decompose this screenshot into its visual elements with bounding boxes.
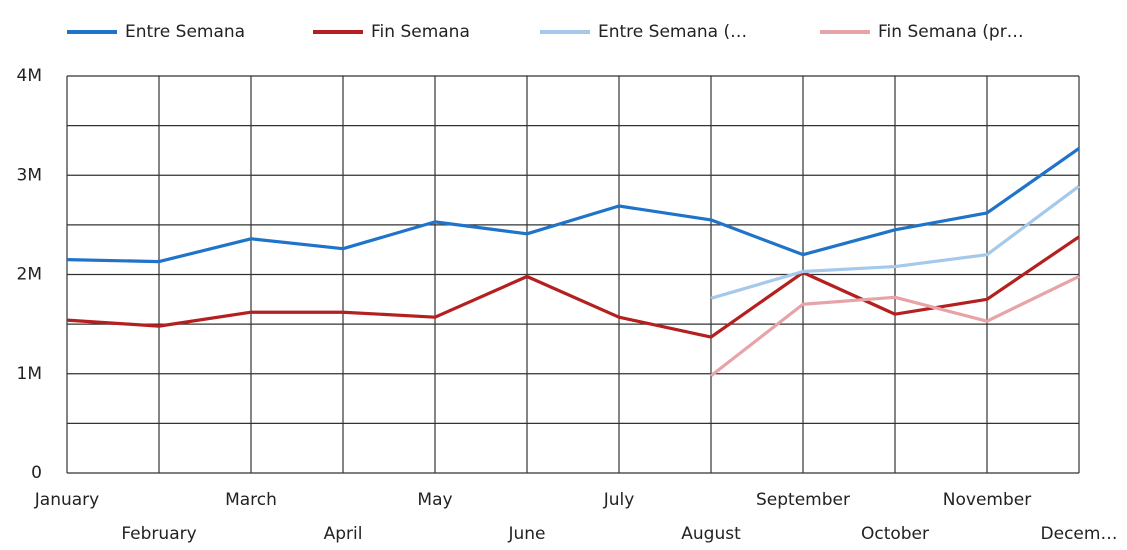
x-tick-label: April: [324, 524, 363, 544]
legend-label: Entre Semana (…: [598, 22, 747, 42]
x-tick-label: June: [507, 524, 545, 544]
x-tick-label: November: [943, 490, 1031, 510]
x-tick-label: October: [861, 524, 929, 544]
x-tick-label: Decem…: [1041, 524, 1118, 544]
legend-label: Fin Semana: [371, 22, 470, 42]
series-line: [710, 184, 1080, 300]
x-tick-label: January: [34, 490, 99, 510]
x-tick-label: February: [121, 524, 196, 544]
x-tick-label: May: [417, 490, 452, 510]
y-tick-label: 3M: [17, 165, 42, 185]
y-tick-label: 0: [31, 463, 42, 483]
y-tick-label: 4M: [17, 66, 42, 86]
x-tick-label: July: [603, 490, 635, 510]
series-line: [66, 235, 1080, 339]
x-tick-label: September: [756, 490, 850, 510]
y-tick-label: 1M: [17, 364, 42, 384]
legend-label: Entre Semana: [125, 22, 245, 42]
x-tick-label: March: [225, 490, 277, 510]
legend-label: Fin Semana (pr…: [878, 22, 1024, 42]
series-line: [66, 147, 1080, 264]
series-line: [710, 275, 1080, 377]
y-tick-label: 2M: [17, 265, 42, 285]
x-tick-label: August: [681, 524, 741, 544]
